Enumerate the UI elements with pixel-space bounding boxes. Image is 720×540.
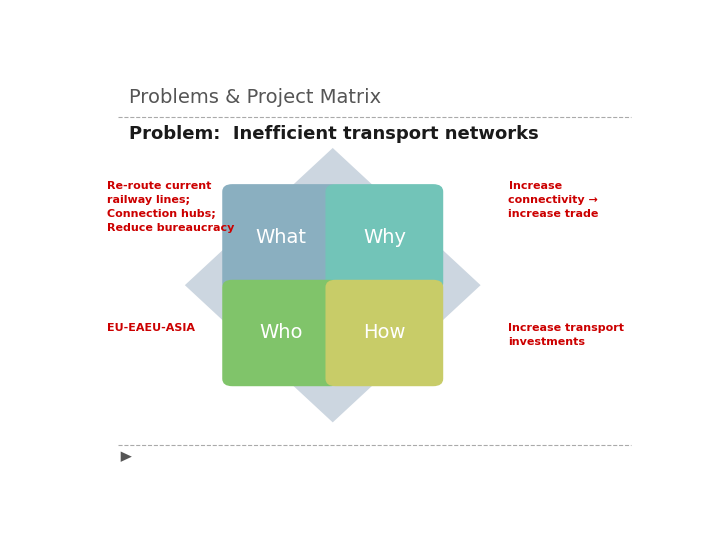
Text: Why: Why: [363, 228, 406, 247]
Text: Re-route current
railway lines;
Connection hubs;
Reduce bureaucracy: Re-route current railway lines; Connecti…: [107, 181, 234, 233]
Text: What: What: [256, 228, 307, 247]
FancyBboxPatch shape: [325, 184, 444, 291]
FancyBboxPatch shape: [325, 280, 444, 386]
Text: Problem:  Inefficient transport networks: Problem: Inefficient transport networks: [129, 125, 539, 143]
Text: Problems & Project Matrix: Problems & Project Matrix: [129, 87, 381, 107]
FancyBboxPatch shape: [222, 184, 340, 291]
Text: How: How: [363, 323, 405, 342]
Polygon shape: [121, 451, 132, 462]
Text: Who: Who: [259, 323, 303, 342]
Text: EU-EAEU-ASIA: EU-EAEU-ASIA: [107, 322, 194, 333]
FancyBboxPatch shape: [222, 280, 340, 386]
Text: Increase
connectivity →
increase trade: Increase connectivity → increase trade: [508, 181, 599, 219]
Polygon shape: [185, 148, 481, 422]
Text: Increase transport
investments: Increase transport investments: [508, 322, 624, 347]
